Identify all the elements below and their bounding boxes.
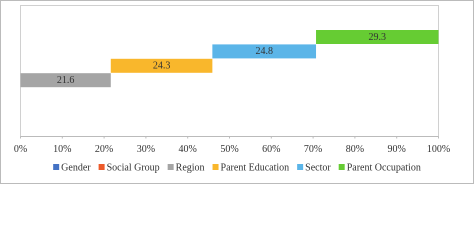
x-tick-label: 100% <box>427 144 450 155</box>
legend-label: Parent Education <box>221 162 290 173</box>
legend-label: Sector <box>305 162 331 173</box>
bar-value-label: 29.3 <box>369 32 387 43</box>
x-tick-label: 30% <box>137 144 155 155</box>
bar <box>212 44 317 59</box>
bar <box>20 73 111 88</box>
legend-label: Social Group <box>107 162 160 173</box>
x-tick-label: 60% <box>262 144 280 155</box>
legend-label: Gender <box>61 162 91 173</box>
x-tick-label: 0% <box>14 144 27 155</box>
legend-swatch <box>212 164 219 170</box>
legend-swatch <box>297 164 304 170</box>
x-tick-label: 40% <box>179 144 197 155</box>
legend-swatch <box>53 164 60 170</box>
x-tick-label: 90% <box>388 144 406 155</box>
x-tick-label: 80% <box>346 144 364 155</box>
x-tick-label: 50% <box>220 144 238 155</box>
legend-swatch <box>98 164 105 170</box>
legend-swatch <box>167 164 174 170</box>
bar-value-label: 24.3 <box>153 61 171 72</box>
x-tick-label: 70% <box>304 144 322 155</box>
legend-swatch <box>338 164 345 170</box>
bar <box>110 58 213 73</box>
chart: 0% 10% 20% 30% 40% 50% 60% 70% 80% 90% 100% 21.6 24.… <box>0 0 474 184</box>
x-tick-label: 20% <box>95 144 113 155</box>
legend-label: Parent Occupation <box>347 162 421 173</box>
chart-border <box>0 0 474 184</box>
bar-value-label: 24.8 <box>255 46 273 57</box>
bar-value-label: 21.6 <box>57 75 75 86</box>
legend-label: Region <box>176 162 205 173</box>
x-tick-label: 10% <box>53 144 71 155</box>
bar <box>316 30 439 44</box>
